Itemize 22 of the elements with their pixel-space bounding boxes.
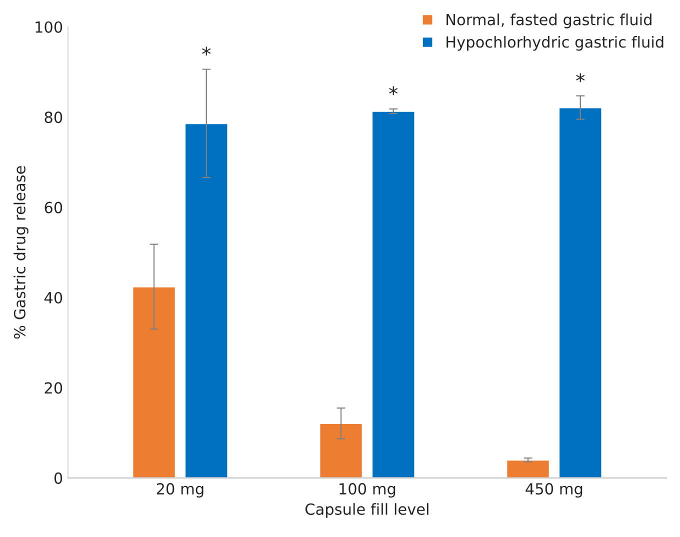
bar	[184, 122, 229, 478]
y-tick-label: 100	[36, 21, 62, 33]
y-tick-label: 60	[44, 202, 62, 214]
x-axis-title: Capsule fill level	[305, 503, 428, 518]
y-tick-label: 40	[44, 292, 62, 304]
bar	[558, 106, 603, 478]
annotation: *	[389, 86, 398, 96]
bar	[506, 459, 550, 478]
x-tick-label: 100 mg	[340, 483, 396, 498]
bar	[318, 422, 364, 478]
y-tick-label: 20	[44, 382, 62, 394]
y-tick-label: 80	[44, 112, 62, 124]
x-tick-label: 450 mg	[526, 483, 582, 498]
legend-label: Hypochlorhydric gastric fluid	[446, 36, 664, 51]
legend-label: Normal, fasted gastric fluid	[446, 14, 652, 28]
annotation: *	[202, 46, 211, 56]
bar	[371, 110, 416, 478]
bar	[132, 286, 176, 478]
y-tick-label: 0	[54, 472, 62, 484]
y-axis-title: % Gastric drug release	[14, 166, 28, 339]
annotation: *	[576, 73, 585, 82]
x-tick-label: 20 mg	[156, 483, 204, 498]
